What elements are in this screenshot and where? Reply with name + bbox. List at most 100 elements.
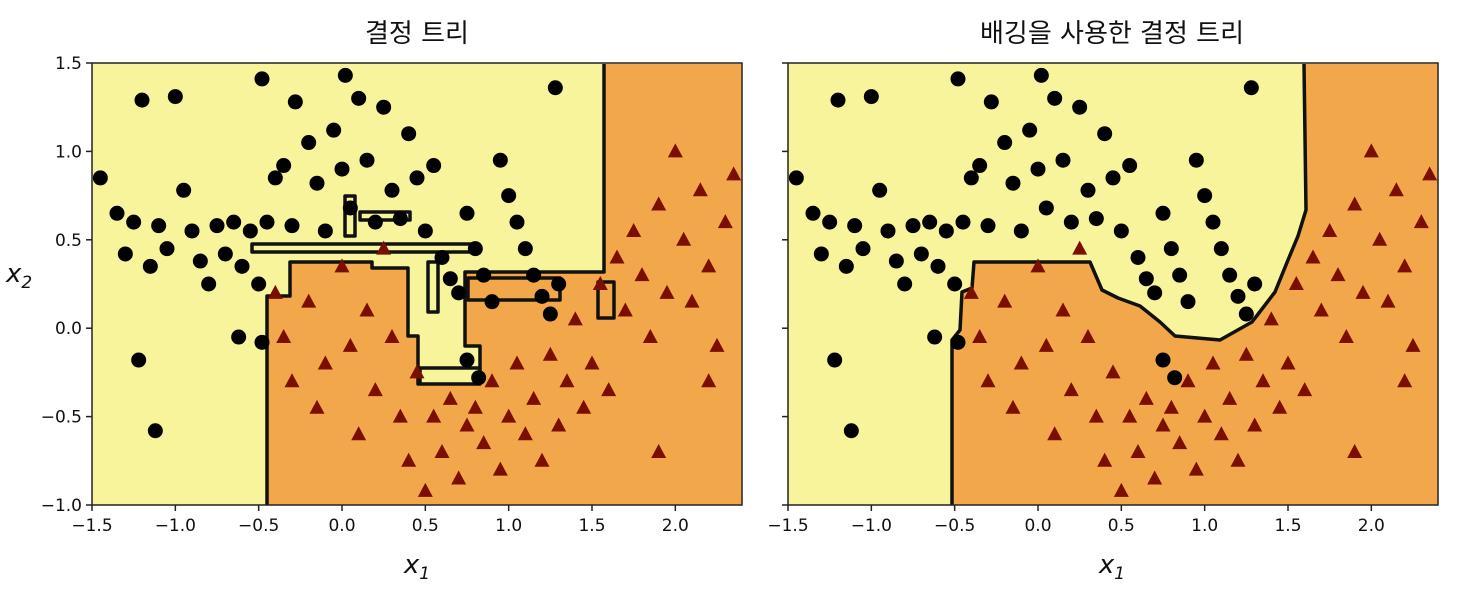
- x-tick-label: −1.0: [851, 516, 892, 536]
- class0-point: [1022, 122, 1038, 138]
- class0-point: [301, 135, 317, 151]
- class1-point: [492, 461, 508, 476]
- class1-point: [534, 452, 550, 467]
- class0-point: [434, 249, 450, 265]
- class0-point: [1097, 126, 1113, 142]
- class1-point: [276, 329, 292, 344]
- class1-point: [1280, 355, 1296, 370]
- class0-point: [131, 352, 147, 368]
- class0-point: [242, 223, 258, 239]
- decision-tree-panel: 결정 트리 −1.5 −1.0 −0.5 0.0 0.5 1.0 1.5 2.0 −1.0−0…: [5, 19, 743, 584]
- class1-point: [701, 258, 717, 273]
- class1-point: [1263, 311, 1279, 326]
- class1-point: [1147, 470, 1163, 485]
- class1-point: [367, 382, 383, 397]
- class1-point: [467, 399, 483, 414]
- class1-point: [980, 373, 996, 388]
- class0-point: [822, 214, 838, 230]
- class1-point: [1338, 329, 1354, 344]
- class1-point: [1063, 382, 1079, 397]
- class0-point: [526, 267, 542, 283]
- class1-point: [1047, 426, 1063, 441]
- class0-point: [983, 94, 999, 110]
- x-tick-label: −1.0: [155, 516, 196, 536]
- class0-point: [126, 214, 142, 230]
- class1-point: [1013, 355, 1029, 370]
- class1-point: [359, 302, 375, 317]
- class0-point: [384, 182, 400, 198]
- class0-point: [980, 218, 996, 234]
- class1-point: [1038, 337, 1054, 352]
- class1-point: [317, 355, 333, 370]
- class0-point: [1005, 175, 1021, 191]
- class0-point: [376, 99, 392, 115]
- class1-point: [1055, 302, 1071, 317]
- class0-point: [1172, 267, 1188, 283]
- class0-point: [209, 218, 225, 234]
- class0-point: [963, 170, 979, 186]
- class0-point: [1072, 99, 1088, 115]
- class1-point: [1272, 399, 1288, 414]
- class1-point: [1155, 417, 1171, 432]
- class1-point: [1213, 426, 1229, 441]
- class0-point: [1047, 90, 1063, 106]
- class0-point: [1167, 370, 1183, 386]
- class1-point: [592, 276, 608, 290]
- class1-point: [1422, 166, 1438, 181]
- class0-point: [476, 267, 492, 283]
- class1-point: [517, 426, 533, 441]
- x-tick-label: 2.0: [662, 516, 689, 536]
- class0-point: [838, 258, 854, 274]
- class0-point: [1155, 352, 1171, 368]
- plot-points: [92, 67, 742, 497]
- class0-point: [517, 241, 533, 257]
- class0-point: [847, 218, 863, 234]
- x-tick-label: 1.5: [578, 516, 605, 536]
- y-tick-label: −1.0: [41, 496, 82, 516]
- decision-boundary: [950, 63, 1308, 505]
- class0-point: [1138, 271, 1154, 287]
- class1-point: [526, 390, 542, 405]
- axes-frame: [91, 62, 743, 506]
- class1-point: [1138, 390, 1154, 405]
- class1-point: [459, 417, 475, 432]
- class1-point: [451, 470, 467, 485]
- class0-point: [509, 214, 525, 230]
- class0-point: [1205, 214, 1221, 230]
- class1-point: [434, 443, 450, 458]
- class1-point: [1188, 461, 1204, 476]
- class1-point: [1380, 293, 1396, 308]
- class0-point: [1147, 285, 1163, 301]
- class0-point: [1013, 223, 1029, 239]
- class1-point: [1222, 390, 1238, 405]
- class1-point: [551, 417, 567, 432]
- class0-point: [231, 329, 247, 345]
- class1-point: [1163, 399, 1179, 414]
- class0-point: [501, 188, 517, 204]
- y-tick-label: 1.0: [55, 142, 82, 162]
- class0-point: [134, 92, 150, 108]
- class0-point: [905, 218, 921, 234]
- class1-point: [1388, 182, 1404, 197]
- class0-point: [367, 214, 383, 230]
- class0-point: [855, 241, 871, 257]
- class1-point: [351, 426, 367, 441]
- class1-point: [342, 337, 358, 352]
- class0-point: [401, 126, 417, 142]
- class0-point: [342, 200, 358, 216]
- class1-point: [484, 373, 500, 388]
- y-tick-label: −0.5: [41, 408, 82, 428]
- class1-point: [542, 346, 558, 361]
- class0-point: [151, 218, 167, 234]
- class1-point: [701, 373, 717, 388]
- class0-point: [1222, 267, 1238, 283]
- class0-point: [542, 306, 558, 322]
- class1-point: [1347, 196, 1363, 211]
- class0-point: [467, 241, 483, 257]
- class0-point: [950, 71, 966, 87]
- class1-point: [1005, 399, 1021, 414]
- class0-point: [788, 170, 804, 186]
- class0-point: [972, 158, 988, 174]
- class0-point: [1030, 161, 1046, 177]
- class1-point: [1413, 214, 1429, 229]
